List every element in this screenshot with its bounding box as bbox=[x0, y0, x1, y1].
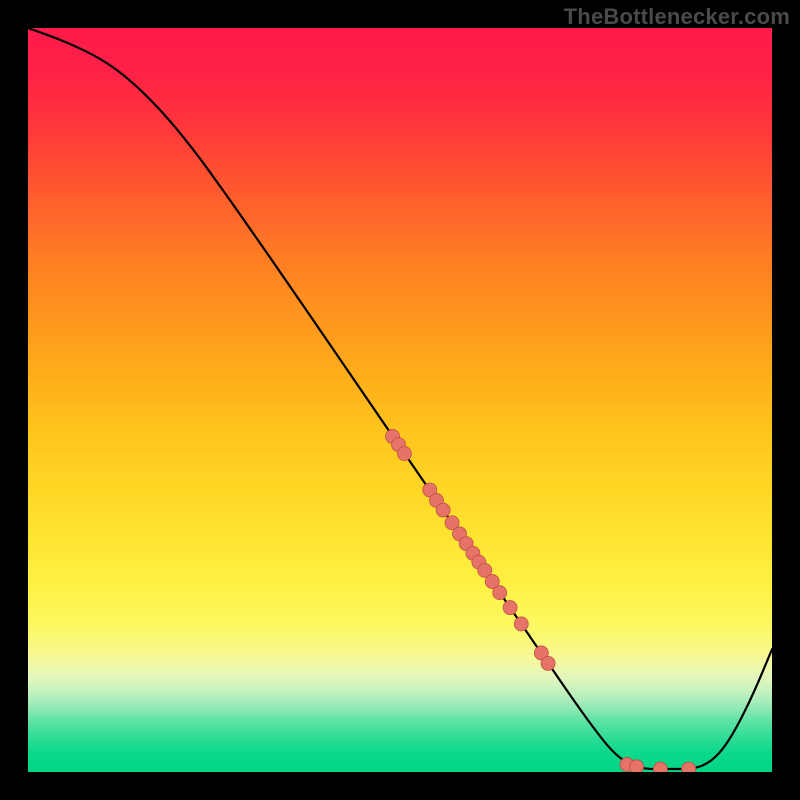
data-marker bbox=[436, 503, 450, 517]
plot-area bbox=[28, 28, 772, 772]
data-marker bbox=[397, 447, 411, 461]
data-marker bbox=[541, 656, 555, 670]
chart-svg bbox=[28, 28, 772, 772]
data-marker bbox=[514, 617, 528, 631]
data-marker bbox=[653, 762, 667, 772]
data-marker bbox=[630, 760, 644, 772]
watermark-text: TheBottlenecker.com bbox=[564, 4, 790, 30]
data-marker bbox=[682, 762, 696, 772]
chart-frame: TheBottlenecker.com bbox=[0, 0, 800, 800]
data-marker bbox=[493, 586, 507, 600]
data-marker bbox=[503, 601, 517, 615]
gradient-background bbox=[28, 28, 772, 772]
